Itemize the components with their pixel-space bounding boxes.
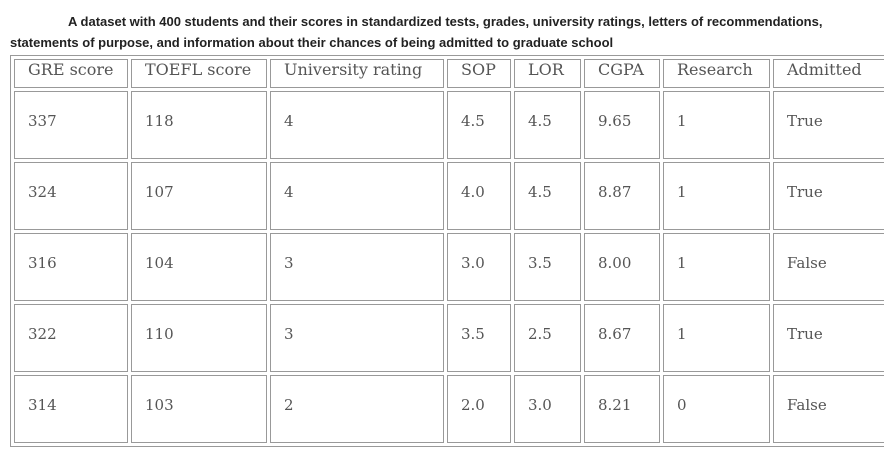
table-cell: 1 [663,91,770,159]
table-cell: 8.00 [584,233,660,301]
table-cell: 118 [131,91,267,159]
header-cell: SOP [447,59,511,88]
table-cell: 2.5 [514,304,581,372]
table-cell: 2 [270,375,444,443]
header-cell: GRE score [14,59,128,88]
table-cell: 324 [14,162,128,230]
table-cell: 104 [131,233,267,301]
table-cell: 4.5 [514,162,581,230]
table-cell: 3.5 [514,233,581,301]
header-cell: LOR [514,59,581,88]
table-cell: 4.5 [514,91,581,159]
table-cell: True [773,91,884,159]
table-cell: 107 [131,162,267,230]
header-cell: Admitted [773,59,884,88]
table-cell: 3.5 [447,304,511,372]
header-cell: TOEFL score [131,59,267,88]
table-cell: 4.5 [447,91,511,159]
table-cell: 314 [14,375,128,443]
data-table: GRE score TOEFL score University rating SOP… [10,55,884,447]
table-cell: 322 [14,304,128,372]
header-cell: CGPA [584,59,660,88]
table-cell: 316 [14,233,128,301]
table-cell: True [773,162,884,230]
table-row: 324 107 4 4.0 4.5 8.87 1 True [14,162,884,230]
table-body: 337 118 4 4.5 4.5 9.65 1 True 324 107 4 4.0 4.5 8.87 1… [14,91,884,443]
table-cell: 337 [14,91,128,159]
header-cell: Research [663,59,770,88]
header-cell: University rating [270,59,444,88]
table-cell: False [773,375,884,443]
caption: A dataset with 400 students and their sc… [10,14,823,50]
table-cell: 3 [270,233,444,301]
table-cell: 9.65 [584,91,660,159]
table-cell: 2.0 [447,375,511,443]
table-cell: 3.0 [514,375,581,443]
table-cell: 4.0 [447,162,511,230]
table-cell: False [773,233,884,301]
table-cell: 4 [270,91,444,159]
table-cell: 110 [131,304,267,372]
table-cell: 8.21 [584,375,660,443]
table-row: 316 104 3 3.0 3.5 8.00 1 False [14,233,884,301]
table-cell: 8.67 [584,304,660,372]
table-cell: 1 [663,162,770,230]
table-cell: True [773,304,884,372]
table-cell: 1 [663,233,770,301]
header-row: GRE score TOEFL score University rating SOP… [14,59,884,88]
table-cell: 0 [663,375,770,443]
table-row: 337 118 4 4.5 4.5 9.65 1 True [14,91,884,159]
table-row: 314 103 2 2.0 3.0 8.21 0 False [14,375,884,443]
table-cell: 3 [270,304,444,372]
table-cell: 1 [663,304,770,372]
table-cell: 103 [131,375,267,443]
table-cell: 4 [270,162,444,230]
table-cell: 3.0 [447,233,511,301]
table-row: 322 110 3 3.5 2.5 8.67 1 True [14,304,884,372]
table-cell: 8.87 [584,162,660,230]
